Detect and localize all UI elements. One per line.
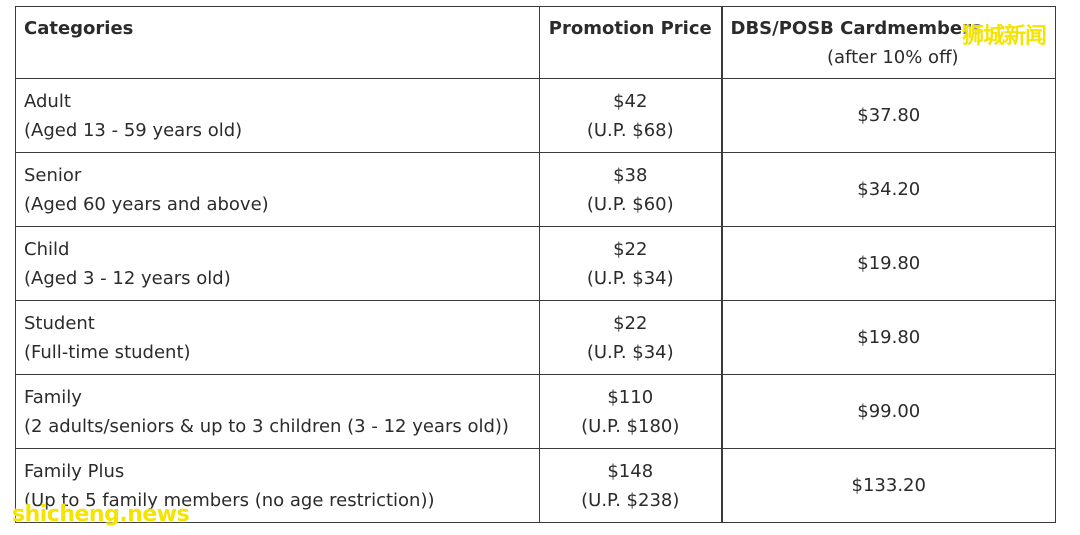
header-promotion-price: Promotion Price bbox=[539, 6, 722, 79]
category-cell: Senior (Aged 60 years and above) bbox=[15, 152, 540, 227]
watermark-site-text: shicheng.news bbox=[12, 502, 190, 527]
promotion-price: $38 bbox=[613, 164, 648, 186]
promotion-price-cell: $148 (U.P. $238) bbox=[539, 448, 722, 523]
dbs-price-cell: $34.20 bbox=[720, 152, 1056, 227]
category-name: Student bbox=[24, 312, 95, 334]
header-dbs-cardmembers: DBS/POSB Cardmembers (after 10% off) bbox=[720, 6, 1056, 79]
table-row: Adult (Aged 13 - 59 years old) $42 (U.P.… bbox=[15, 78, 1056, 153]
promotion-price: $148 bbox=[607, 460, 654, 482]
dbs-price-cell: $133.20 bbox=[720, 448, 1056, 523]
category-detail: (2 adults/seniors & up to 3 children (3 … bbox=[24, 415, 509, 437]
dbs-price-cell: $19.80 bbox=[720, 300, 1056, 375]
category-detail: (Aged 13 - 59 years old) bbox=[24, 119, 243, 141]
watermark-logo-text: 狮城新闻 bbox=[962, 24, 1047, 49]
category-detail: (Up to 5 family members (no age restrict… bbox=[24, 489, 435, 511]
pricing-table: Categories Promotion Price DBS/POSB Card… bbox=[15, 6, 1056, 523]
promotion-price-cell: $22 (U.P. $34) bbox=[539, 226, 722, 301]
category-cell: Family (2 adults/seniors & up to 3 child… bbox=[15, 374, 540, 449]
header-categories: Categories bbox=[15, 6, 540, 79]
category-detail: (Aged 60 years and above) bbox=[24, 193, 269, 215]
category-detail: (Aged 3 - 12 years old) bbox=[24, 267, 231, 289]
header-dbs-main: DBS/POSB Cardmembers bbox=[730, 18, 982, 39]
promotion-price-cell: $42 (U.P. $68) bbox=[539, 78, 722, 153]
header-dbs-sub: (after 10% off) bbox=[827, 47, 959, 68]
promotion-price: $110 bbox=[607, 386, 654, 408]
category-cell: Student (Full-time student) bbox=[15, 300, 540, 375]
promotion-price: $22 bbox=[613, 312, 648, 334]
dbs-price-cell: $19.80 bbox=[720, 226, 1056, 301]
category-name: Family bbox=[24, 386, 82, 408]
category-name: Adult bbox=[24, 90, 71, 112]
usual-price: (U.P. $68) bbox=[586, 119, 674, 141]
table-row: Senior (Aged 60 years and above) $38 (U.… bbox=[15, 152, 1056, 227]
promotion-price-cell: $110 (U.P. $180) bbox=[539, 374, 722, 449]
usual-price: (U.P. $180) bbox=[581, 415, 680, 437]
category-cell: Family Plus (Up to 5 family members (no … bbox=[15, 448, 540, 523]
category-name: Senior bbox=[24, 164, 82, 186]
dbs-price-cell: $99.00 bbox=[720, 374, 1056, 449]
table-row: Family Plus (Up to 5 family members (no … bbox=[15, 448, 1056, 523]
table-header-row: Categories Promotion Price DBS/POSB Card… bbox=[15, 6, 1056, 79]
promotion-price-cell: $38 (U.P. $60) bbox=[539, 152, 722, 227]
usual-price: (U.P. $34) bbox=[586, 341, 674, 363]
usual-price: (U.P. $34) bbox=[586, 267, 674, 289]
table-row: Family (2 adults/seniors & up to 3 child… bbox=[15, 374, 1056, 449]
category-cell: Adult (Aged 13 - 59 years old) bbox=[15, 78, 540, 153]
usual-price: (U.P. $60) bbox=[586, 193, 674, 215]
promotion-price: $22 bbox=[613, 238, 648, 260]
table-row: Child (Aged 3 - 12 years old) $22 (U.P. … bbox=[15, 226, 1056, 301]
category-name: Family Plus bbox=[24, 460, 125, 482]
promotion-price: $42 bbox=[613, 90, 648, 112]
dbs-price-cell: $37.80 bbox=[720, 78, 1056, 153]
category-name: Child bbox=[24, 238, 70, 260]
category-cell: Child (Aged 3 - 12 years old) bbox=[15, 226, 540, 301]
promotion-price-cell: $22 (U.P. $34) bbox=[539, 300, 722, 375]
category-detail: (Full-time student) bbox=[24, 341, 191, 363]
usual-price: (U.P. $238) bbox=[581, 489, 680, 511]
table-row: Student (Full-time student) $22 (U.P. $3… bbox=[15, 300, 1056, 375]
